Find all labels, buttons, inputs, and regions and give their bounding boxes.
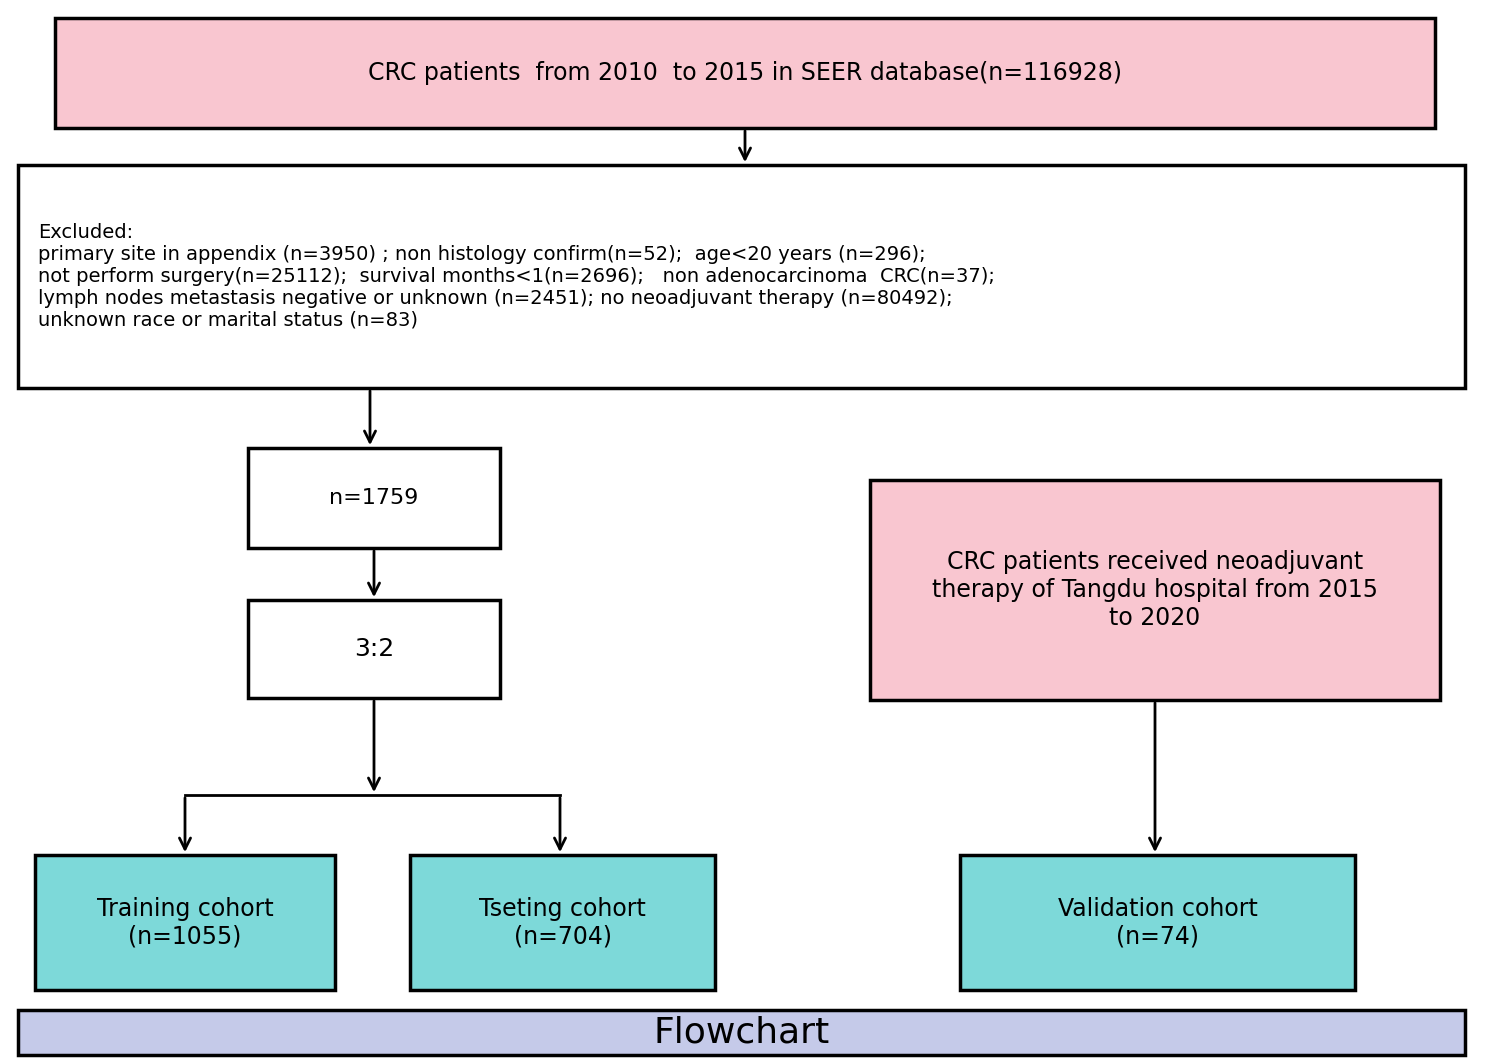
Text: Tseting cohort
(n=704): Tseting cohort (n=704) (479, 896, 646, 948)
FancyBboxPatch shape (870, 480, 1440, 701)
FancyBboxPatch shape (248, 448, 500, 549)
Text: 3:2: 3:2 (354, 637, 394, 661)
Text: Flowchart: Flowchart (653, 1015, 830, 1049)
FancyBboxPatch shape (960, 855, 1356, 990)
FancyBboxPatch shape (411, 855, 716, 990)
Text: CRC patients  from 2010  to 2015 in SEER database(n=116928): CRC patients from 2010 to 2015 in SEER d… (368, 61, 1122, 85)
Text: CRC patients received neoadjuvant
therapy of Tangdu hospital from 2015
to 2020: CRC patients received neoadjuvant therap… (931, 551, 1378, 629)
Text: Training cohort
(n=1055): Training cohort (n=1055) (97, 896, 274, 948)
Text: Validation cohort
(n=74): Validation cohort (n=74) (1058, 896, 1257, 948)
FancyBboxPatch shape (55, 18, 1434, 128)
FancyBboxPatch shape (248, 600, 500, 698)
FancyBboxPatch shape (18, 1010, 1466, 1054)
Text: Excluded:
primary site in appendix (n=3950) ; non histology confirm(n=52);  age<: Excluded: primary site in appendix (n=39… (39, 223, 995, 330)
FancyBboxPatch shape (36, 855, 335, 990)
Text: n=1759: n=1759 (329, 488, 418, 508)
FancyBboxPatch shape (18, 165, 1466, 388)
